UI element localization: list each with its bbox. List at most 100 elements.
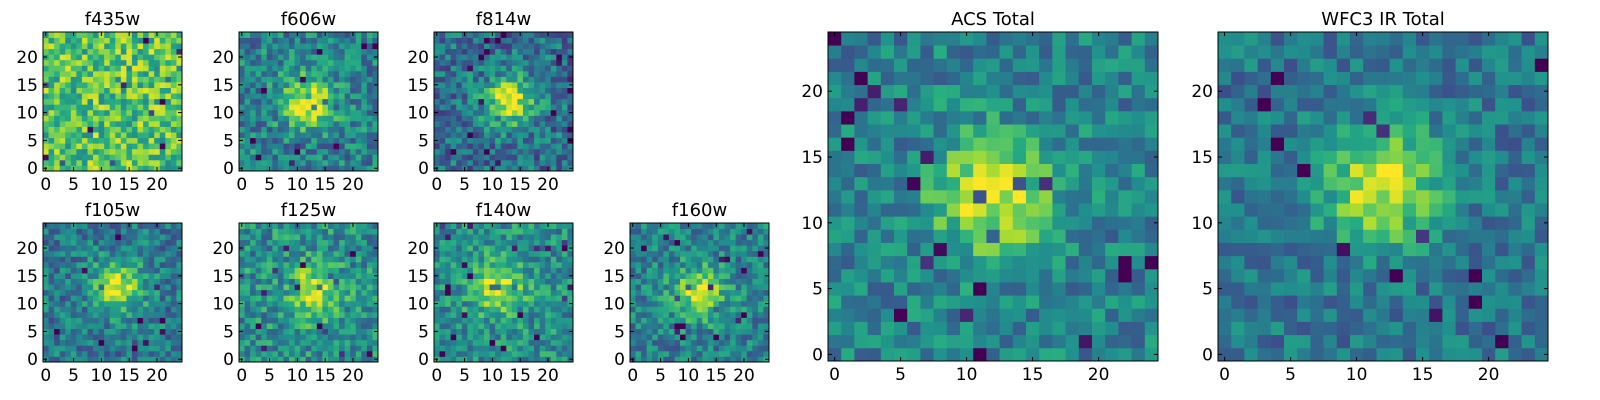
- heatmap-cell: [305, 104, 312, 111]
- heatmap-cell: [65, 256, 72, 263]
- heatmap-cell: [54, 137, 61, 144]
- heatmap-cell: [311, 356, 318, 363]
- heatmap-cell: [668, 273, 675, 279]
- heatmap-cell: [511, 356, 518, 363]
- heatmap-cell: [707, 261, 714, 268]
- heatmap-cell: [176, 317, 183, 324]
- heatmap-cell: [59, 295, 66, 302]
- heatmap-cell: [159, 143, 166, 150]
- heatmap-cell: [355, 159, 362, 166]
- heatmap-cell: [70, 54, 77, 61]
- heatmap-cell: [104, 143, 111, 150]
- heatmap-cell: [239, 317, 245, 324]
- heatmap-cell: [534, 289, 541, 296]
- heatmap-cell: [1105, 189, 1119, 204]
- heatmap-cell: [43, 334, 49, 341]
- heatmap-cell: [277, 261, 284, 268]
- heatmap-cell: [154, 278, 161, 285]
- heatmap-cell: [752, 223, 759, 229]
- heatmap-cell: [98, 267, 105, 274]
- heatmap-cell: [489, 70, 496, 77]
- heatmap-cell: [724, 250, 731, 257]
- heatmap-cell: [550, 261, 557, 268]
- heatmap-cell: [131, 54, 138, 61]
- heatmap-cell: [434, 234, 440, 241]
- heatmap-cell: [461, 148, 468, 155]
- heatmap-cell: [495, 350, 502, 357]
- heatmap-cell: [126, 328, 133, 335]
- heatmap-cell: [289, 228, 295, 235]
- heatmap-cell: [81, 165, 88, 172]
- heatmap-cell: [635, 339, 642, 346]
- heatmap-cell: [456, 48, 463, 55]
- heatmap-cell: [461, 93, 468, 100]
- heatmap-cell: [1039, 282, 1053, 296]
- heatmap-cell: [131, 234, 138, 241]
- heatmap-cell: [445, 339, 452, 346]
- heatmap-cell: [109, 323, 116, 330]
- heatmap-cell: [294, 65, 301, 72]
- heatmap-cell: [344, 356, 351, 363]
- heatmap-cell: [696, 311, 703, 318]
- heatmap-cell: [635, 328, 642, 335]
- heatmap-cell: [333, 328, 340, 335]
- heatmap-cell: [344, 267, 351, 274]
- heatmap-cell: [534, 234, 541, 241]
- heatmap-cell: [272, 317, 279, 324]
- heatmap-cell: [176, 126, 183, 133]
- heatmap-cell: [266, 306, 273, 313]
- heatmap-cell: [289, 126, 295, 133]
- heatmap-cell: [366, 250, 373, 257]
- heatmap-cell: [327, 273, 334, 279]
- heatmap-cell: [266, 295, 273, 302]
- heatmap-cell: [59, 345, 66, 352]
- heatmap-cell: [646, 223, 653, 229]
- heatmap-cell: [48, 132, 55, 139]
- heatmap-cell: [272, 43, 279, 50]
- heatmap-cell: [763, 284, 770, 291]
- heatmap-cell: [316, 345, 323, 352]
- heatmap-cell: [43, 234, 49, 241]
- heatmap-cell: [663, 323, 670, 330]
- heatmap-cell: [305, 223, 312, 229]
- x-tick-label: 20: [146, 366, 168, 386]
- heatmap-cell: [59, 250, 66, 257]
- heatmap-cell: [472, 328, 479, 335]
- heatmap-cell: [98, 104, 105, 111]
- heatmap-cell: [691, 261, 698, 268]
- heatmap-cell: [434, 250, 440, 257]
- heatmap-cell: [730, 356, 737, 363]
- heatmap-cell: [115, 132, 122, 139]
- heatmap-cell: [126, 311, 133, 318]
- heatmap-cell: [266, 54, 273, 61]
- heatmap-cell: [333, 76, 340, 83]
- heatmap-cell: [461, 239, 468, 246]
- heatmap-cell: [300, 278, 307, 285]
- heatmap-cell: [250, 350, 257, 357]
- heatmap-cell: [680, 306, 686, 313]
- heatmap-cell: [920, 295, 934, 309]
- heatmap-cell: [104, 239, 111, 246]
- heatmap-cell: [250, 154, 257, 161]
- heatmap-cell: [567, 87, 574, 94]
- heatmap-cell: [109, 59, 116, 66]
- heatmap-cell: [54, 345, 61, 352]
- heatmap-cell: [266, 120, 273, 127]
- heatmap-cell: [674, 289, 681, 296]
- heatmap-cell: [472, 234, 479, 241]
- heatmap-cell: [674, 323, 681, 330]
- heatmap-cell: [159, 245, 166, 252]
- heatmap-cell: [933, 255, 948, 270]
- heatmap-cell: [517, 104, 524, 111]
- heatmap-cell: [109, 48, 116, 55]
- heatmap-cell: [322, 126, 329, 133]
- heatmap-cell: [652, 334, 659, 341]
- heatmap-cell: [561, 143, 568, 150]
- heatmap-cell: [109, 32, 116, 38]
- heatmap-cell: [277, 306, 284, 313]
- heatmap-cell: [500, 295, 507, 302]
- heatmap-cell: [70, 300, 77, 307]
- heatmap-cell: [867, 229, 882, 243]
- heatmap-cell: [372, 223, 379, 229]
- heatmap-cell: [87, 228, 94, 235]
